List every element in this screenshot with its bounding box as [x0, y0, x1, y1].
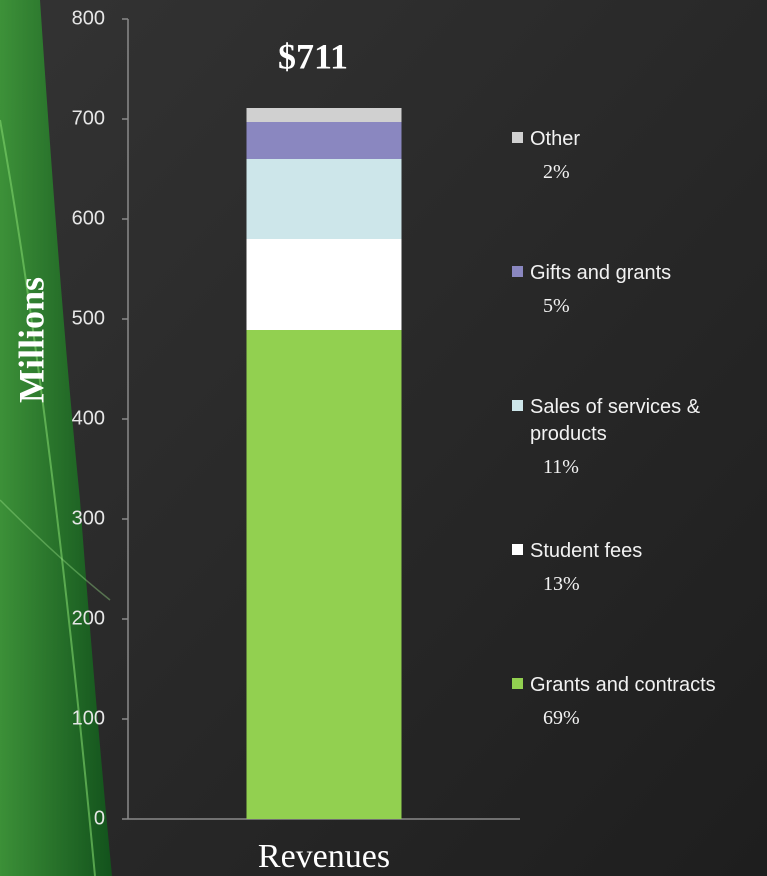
y-tick-label: 700 [72, 107, 105, 129]
legend-entry: Gifts and grants 5% [512, 260, 752, 318]
y-tick-label: 100 [72, 707, 105, 729]
share-label: 69% [543, 707, 752, 730]
legend-swatch [512, 132, 523, 143]
y-tick-label: 800 [72, 7, 105, 29]
y-axis-title: Millions [11, 277, 51, 403]
share-label: 5% [543, 295, 752, 318]
legend-label: Other [530, 126, 752, 153]
share-label: 11% [543, 456, 752, 479]
y-tick-label: 200 [72, 607, 105, 629]
y-tick-label: 400 [72, 407, 105, 429]
legend-swatch [512, 400, 523, 411]
legend-label: Student fees [530, 538, 752, 565]
x-tick-label: Revenues [258, 838, 390, 875]
y-tick-label: 0 [94, 807, 105, 829]
share-label: 2% [543, 161, 752, 184]
legend-swatch [512, 544, 523, 555]
legend-entry: Other 2% [512, 126, 752, 184]
bar-segment [247, 108, 402, 122]
legend-swatch [512, 266, 523, 277]
bar-segment [247, 159, 402, 239]
y-tick-label: 500 [72, 307, 105, 329]
legend-entry: Student fees 13% [512, 538, 752, 596]
legend-label: Gifts and grants [530, 260, 752, 287]
legend-label: Grants and contracts [530, 672, 752, 699]
bar-segment [247, 330, 402, 819]
bar-segment [247, 239, 402, 330]
total-annotation: $711 [278, 36, 348, 76]
y-tick-label: 600 [72, 207, 105, 229]
y-tick-label: 300 [72, 507, 105, 529]
legend-swatch [512, 678, 523, 689]
page: $711 Millions 0 100 200 300 400 500 600 700 800 R… [0, 0, 767, 876]
share-label: 13% [543, 573, 752, 596]
legend-label: Sales of services & products [530, 394, 752, 448]
legend-entry: Sales of services & products 11% [512, 394, 752, 479]
legend-entry: Grants and contracts 69% [512, 672, 752, 730]
bar-segment [247, 122, 402, 159]
